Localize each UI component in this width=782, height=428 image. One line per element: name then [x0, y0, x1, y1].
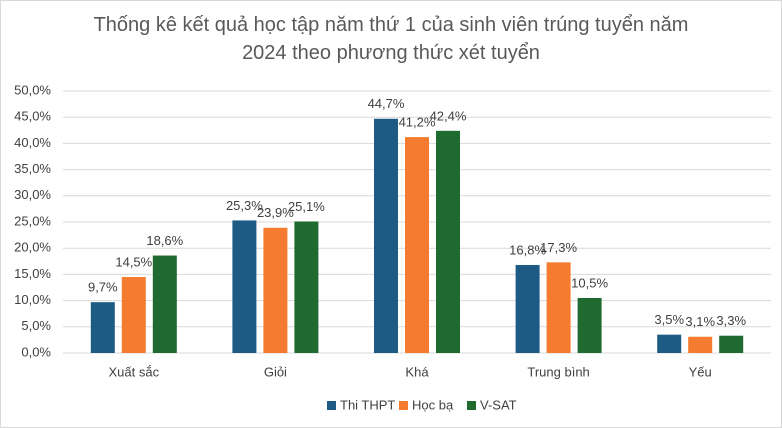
- bar: [152, 255, 177, 353]
- bar: [121, 277, 146, 353]
- y-tick-label: 25,0%: [14, 213, 51, 228]
- bar: [577, 297, 602, 353]
- bar: [688, 336, 713, 353]
- legend-swatch: [327, 401, 336, 410]
- legend-label: V-SAT: [480, 397, 517, 412]
- data-label: 14,5%: [115, 254, 152, 269]
- bar: [546, 262, 571, 353]
- data-label: 9,7%: [88, 280, 118, 295]
- bar: [232, 220, 257, 353]
- y-tick-label: 0,0%: [21, 344, 51, 359]
- data-label: 41,2%: [399, 115, 436, 130]
- y-tick-label: 45,0%: [14, 109, 51, 124]
- bar: [90, 302, 115, 353]
- x-tick-label: Khá: [405, 364, 429, 379]
- data-label: 16,8%: [509, 242, 546, 257]
- y-tick-label: 5,0%: [21, 318, 51, 333]
- bar: [294, 221, 319, 353]
- data-label: 25,3%: [226, 198, 263, 213]
- y-tick-label: 20,0%: [14, 240, 51, 255]
- bar: [263, 227, 288, 353]
- bar: [405, 137, 429, 353]
- bar: [657, 334, 682, 353]
- y-tick-label: 30,0%: [14, 187, 51, 202]
- legend-label: Học bạ: [412, 397, 454, 412]
- y-tick-label: 10,0%: [14, 292, 51, 307]
- data-label: 10,5%: [571, 275, 608, 290]
- data-label: 3,3%: [716, 313, 746, 328]
- legend-swatch: [467, 401, 476, 410]
- data-label: 42,4%: [430, 108, 467, 123]
- data-label: 44,7%: [368, 96, 405, 111]
- data-label: 3,1%: [685, 314, 715, 329]
- data-label: 23,9%: [257, 205, 294, 220]
- y-tick-label: 35,0%: [14, 161, 51, 176]
- data-label: 25,1%: [288, 199, 325, 214]
- bar: [515, 264, 540, 353]
- x-tick-label: Yếu: [689, 364, 712, 379]
- bar: [374, 118, 398, 353]
- legend-swatch: [399, 401, 408, 410]
- data-label: 18,6%: [146, 233, 183, 248]
- x-tick-label: Xuất sắc: [109, 364, 160, 379]
- bar: [719, 335, 744, 353]
- x-tick-label: Giỏi: [264, 364, 287, 379]
- data-label: 17,3%: [540, 240, 577, 255]
- legend-label: Thi THPT: [340, 397, 395, 412]
- chart-title: Thống kê kết quả học tập năm thứ 1 của s…: [93, 14, 689, 64]
- y-tick-label: 40,0%: [14, 135, 51, 150]
- bar: [436, 130, 460, 353]
- y-tick-label: 15,0%: [14, 266, 51, 281]
- y-tick-label: 50,0%: [14, 82, 51, 97]
- x-tick-label: Trung bình: [527, 364, 589, 379]
- data-label: 3,5%: [654, 312, 684, 327]
